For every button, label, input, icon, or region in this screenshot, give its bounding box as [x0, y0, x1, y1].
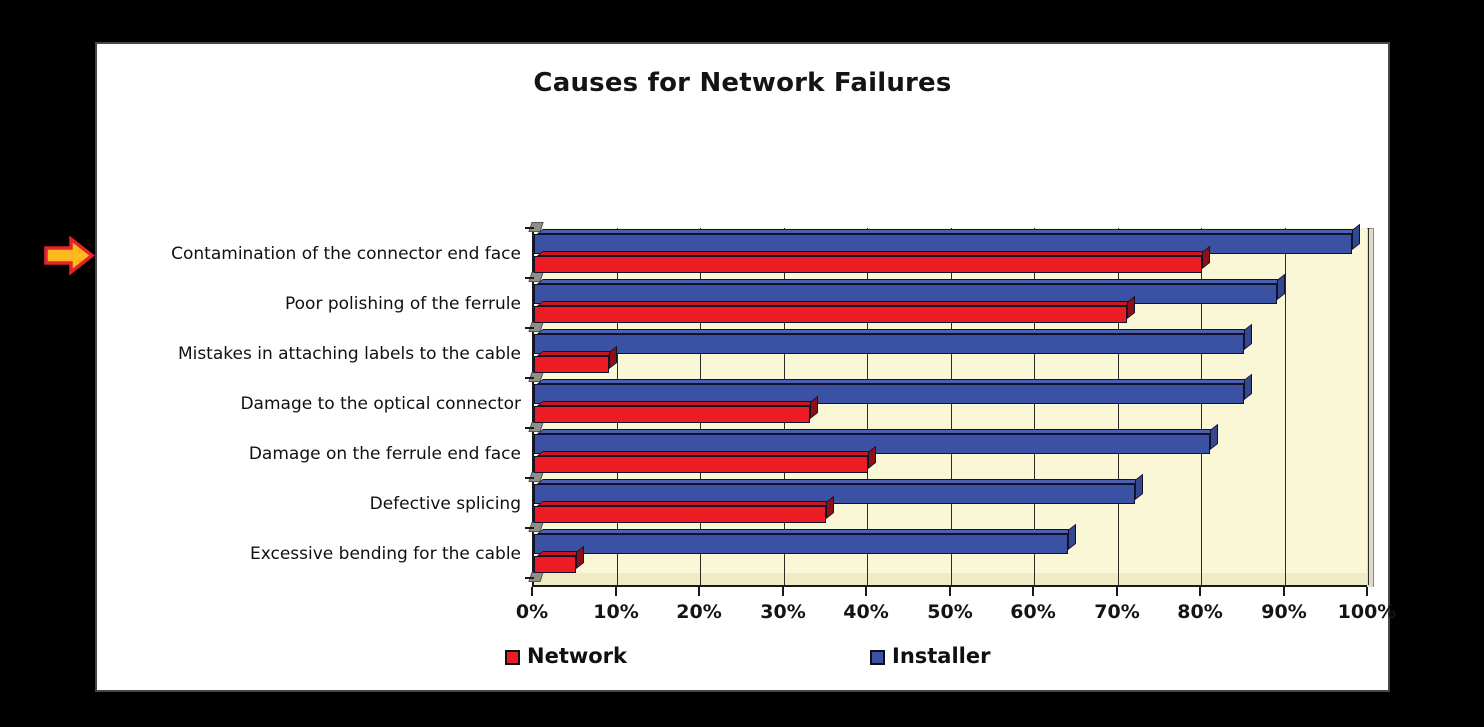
- x-axis-tickmark: [949, 587, 951, 596]
- bar-top-face: [537, 529, 1074, 534]
- x-axis-tickmark: [782, 587, 784, 596]
- x-axis-label: 30%: [760, 601, 806, 623]
- chart-box: Causes for Network Failures Contaminatio…: [95, 42, 1396, 692]
- gridline: [867, 228, 868, 585]
- bar-end-cap: [1244, 373, 1252, 400]
- bar-top-face: [537, 301, 1133, 306]
- bar-top-face: [537, 479, 1141, 484]
- x-axis-tickmark: [1199, 587, 1201, 596]
- x-axis-tickmark: [1032, 587, 1034, 596]
- bar-top-face: [537, 429, 1216, 434]
- bar-top-face: [537, 351, 615, 356]
- bar-network: [534, 345, 617, 373]
- gridline: [1368, 228, 1369, 585]
- x-axis-tickmark: [865, 587, 867, 596]
- bar-top-face: [537, 401, 816, 406]
- bar-installer: [534, 323, 1252, 354]
- category-label: Damage on the ferrule end face: [248, 444, 521, 464]
- bar-end-cap: [1244, 323, 1252, 350]
- x-axis-tickmark: [1283, 587, 1285, 596]
- gridline: [1034, 228, 1035, 585]
- legend-swatch-installer: [870, 650, 885, 665]
- bar-installer: [534, 523, 1076, 554]
- legend-swatch-network: [505, 650, 520, 665]
- category-label: Defective splicing: [369, 494, 521, 514]
- bar-installer: [534, 473, 1143, 504]
- gridline: [1285, 228, 1286, 585]
- bar-top-face: [537, 451, 874, 456]
- bar-end-cap: [1210, 423, 1218, 450]
- bar-top-face: [537, 251, 1208, 256]
- bar-network: [534, 495, 834, 523]
- bar-end-cap: [1135, 473, 1143, 500]
- x-axis-label: 50%: [927, 601, 973, 623]
- bar-end-cap: [1352, 223, 1360, 250]
- y-axis-tick: [525, 577, 534, 579]
- x-axis-tickmark: [1116, 587, 1118, 596]
- y-axis-tick: [525, 277, 534, 279]
- x-axis-label: 40%: [843, 601, 889, 623]
- bar-network: [534, 295, 1135, 323]
- highlight-arrow: [43, 235, 97, 276]
- y-axis-tick: [525, 527, 534, 529]
- bar-top-face: [537, 501, 832, 506]
- x-axis-label: 90%: [1261, 601, 1307, 623]
- legend-label-network: Network: [527, 644, 628, 668]
- x-axis-tickmark: [698, 587, 700, 596]
- bar-network: [534, 245, 1210, 273]
- bar-top-face: [537, 379, 1250, 384]
- gridline: [951, 228, 952, 585]
- arrow-shape: [44, 235, 95, 276]
- plot-side-wall: [1367, 228, 1374, 587]
- y-axis-tick: [525, 427, 534, 429]
- bar-end-cap: [1277, 273, 1285, 300]
- bar-top-face: [537, 279, 1283, 284]
- x-axis-label: 80%: [1177, 601, 1223, 623]
- x-axis-label: 0%: [515, 601, 549, 623]
- x-axis-tickmark: [615, 587, 617, 596]
- highlight-arrow-icon: [44, 235, 95, 276]
- category-label: Damage to the optical connector: [240, 394, 521, 414]
- x-axis-label: 70%: [1094, 601, 1140, 623]
- bar-end-cap: [1068, 523, 1076, 550]
- x-axis-tickmark: [1366, 587, 1368, 596]
- bar-top-face: [537, 329, 1250, 334]
- x-axis-tickmark: [531, 587, 533, 596]
- category-label: Poor polishing of the ferrule: [285, 294, 521, 314]
- bar-network: [534, 545, 584, 573]
- y-axis-tick: [525, 327, 534, 329]
- y-axis-tick: [525, 227, 534, 229]
- legend-label-installer: Installer: [892, 644, 991, 668]
- bar-top-face: [537, 229, 1358, 234]
- chart-title: Causes for Network Failures: [533, 68, 952, 98]
- x-axis-label: 100%: [1337, 601, 1397, 623]
- bar-installer: [534, 373, 1252, 404]
- gridline: [1201, 228, 1202, 585]
- x-axis-label: 60%: [1010, 601, 1056, 623]
- bar-network: [534, 395, 818, 423]
- bar-network: [534, 445, 876, 473]
- plot-area: [525, 222, 1369, 587]
- y-axis-tick: [525, 377, 534, 379]
- y-axis-tick: [525, 477, 534, 479]
- category-label: Excessive bending for the cable: [250, 544, 521, 564]
- category-label: Contamination of the connector end face: [171, 244, 521, 264]
- category-label: Mistakes in attaching labels to the cabl…: [177, 344, 521, 364]
- plot-floor: [534, 573, 1367, 585]
- gridline: [1118, 228, 1119, 585]
- x-axis-label: 20%: [676, 601, 722, 623]
- x-axis-label: 10%: [593, 601, 639, 623]
